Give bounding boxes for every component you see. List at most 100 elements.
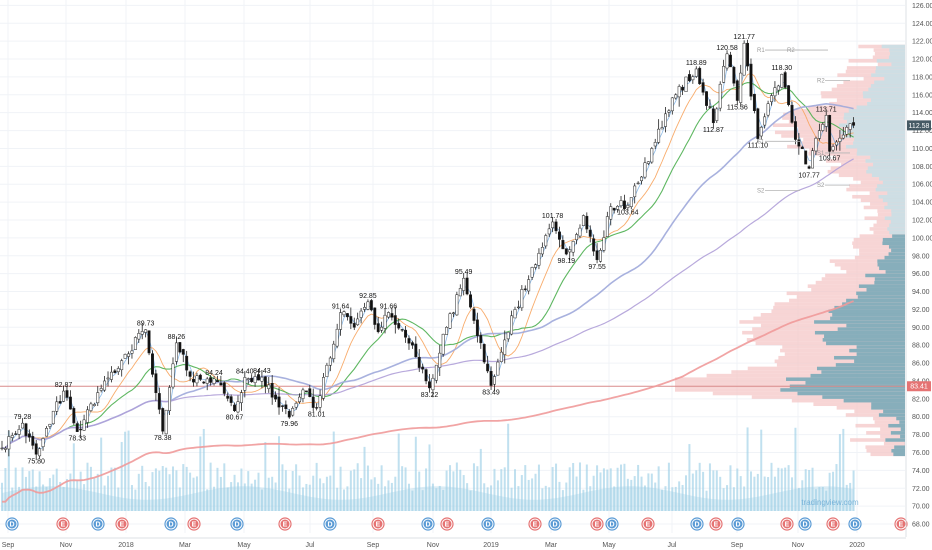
candle-body (185, 355, 189, 371)
price-annotation: 83.49 (482, 390, 500, 397)
volume-bar (411, 490, 414, 511)
candle-body (489, 371, 493, 386)
volume-profile-bar-inner (893, 452, 905, 457)
volume-bar (175, 470, 178, 511)
candle-body (626, 205, 630, 208)
volume-profile-bar (859, 252, 905, 256)
candle-body (246, 378, 250, 380)
candle-body (0, 447, 4, 450)
x-tick-label: Sep (367, 542, 380, 549)
candle-body (274, 394, 278, 400)
volume-profile-bar-inner (844, 112, 905, 117)
candle-body (722, 65, 726, 83)
volume-bar (650, 473, 653, 511)
volume-bar (407, 483, 410, 511)
candle-body (657, 128, 661, 143)
volume-profile-bar-inner (882, 241, 905, 246)
badge-fill (896, 519, 906, 529)
volume-bar (818, 487, 821, 511)
volume-profile-bar-inner (853, 141, 905, 145)
y-tick-label: 118.00 (912, 74, 932, 81)
volume-bars (1, 423, 855, 511)
y-tick-label: 100.00 (912, 235, 932, 242)
volume-profile-bar-inner (846, 298, 905, 303)
volume-profile-bar (782, 116, 905, 120)
candle-body (55, 401, 59, 412)
moving-average-20 (1, 82, 854, 449)
price-annotation: 113.71 (816, 106, 837, 113)
price-annotation: 97.55 (588, 264, 606, 271)
volume-bar (332, 431, 335, 511)
event-badge-dividend: D (481, 517, 495, 531)
volume-bar (86, 462, 89, 511)
volume-bar (599, 472, 602, 511)
volume-bar (572, 462, 575, 511)
volume-profile-bar-inner (879, 177, 905, 181)
price-annotation: 118.30 (771, 65, 792, 72)
pivot-label: R2 (787, 48, 795, 54)
volume-bar (537, 464, 540, 511)
candle-body (417, 356, 421, 368)
volume-profile-bar-inner (868, 87, 905, 92)
volume-profile-bar-inner (857, 295, 905, 299)
candle-body (263, 376, 267, 387)
candle-body (831, 146, 835, 151)
volume-bar (671, 487, 674, 511)
event-badge-earnings: E (278, 517, 292, 531)
y-tick-label: 70.00 (912, 504, 930, 511)
volume-bar (558, 481, 561, 511)
volume-profile-bar (807, 284, 905, 288)
badge-fill (711, 519, 721, 529)
volume-bar (38, 471, 41, 511)
volume-profile-bar-inner (797, 391, 905, 396)
volume-profile-bar-inner (871, 402, 905, 407)
x-tick-label: Jul (306, 542, 315, 549)
candle-body (458, 288, 462, 297)
volume-profile-bar-inner (849, 348, 905, 353)
volume-bar (213, 486, 216, 511)
candle-body (575, 234, 579, 241)
volume-bar (667, 462, 670, 511)
volume-bar (483, 483, 486, 511)
volume-profile-bar (825, 273, 905, 278)
badge-fill (782, 519, 792, 529)
volume-ma-area (2, 486, 854, 511)
volume-profile-bar-inner (832, 313, 905, 317)
volume-bar (254, 479, 257, 511)
badge-fill (828, 519, 838, 529)
volume-bar (681, 484, 684, 511)
volume-bar (240, 468, 243, 511)
event-badge-dividend: D (690, 517, 704, 531)
volume-bar (763, 476, 766, 511)
volume-profile-bar-inner (874, 280, 905, 285)
volume-bar (845, 484, 848, 511)
price-annotation: 101.78 (542, 213, 564, 220)
volume-bar (11, 487, 14, 511)
volume-profile-bar (855, 423, 905, 428)
price-annotation: 95.49 (455, 269, 473, 276)
candle-body (133, 337, 137, 350)
volume-profile-bar (774, 359, 905, 364)
event-badge-earnings: E (371, 517, 385, 531)
volume-bar (442, 489, 445, 511)
volume-bar (247, 471, 250, 511)
volume-bar (609, 468, 612, 511)
volume-bar (449, 465, 452, 511)
badge-letter: E (283, 522, 288, 529)
price-annotation: 91.66 (380, 303, 398, 310)
volume-profile-bar (821, 277, 905, 281)
volume-bar (236, 482, 239, 511)
y-tick-label: 92.00 (912, 307, 930, 314)
volume-bar (445, 470, 448, 511)
candle-body (588, 229, 592, 237)
y-axis: 68.00 70.00 72.00 74.00 76.00 78.00 80.00 82.00… (905, 0, 932, 537)
candle-body (393, 315, 397, 325)
volume-bar (141, 465, 144, 511)
volume-profile-bar-inner (887, 227, 905, 231)
volume-bar (527, 479, 530, 511)
badge-fill (692, 519, 702, 529)
y-tick-label: 78.00 (912, 432, 930, 439)
volume-bar (479, 448, 482, 511)
